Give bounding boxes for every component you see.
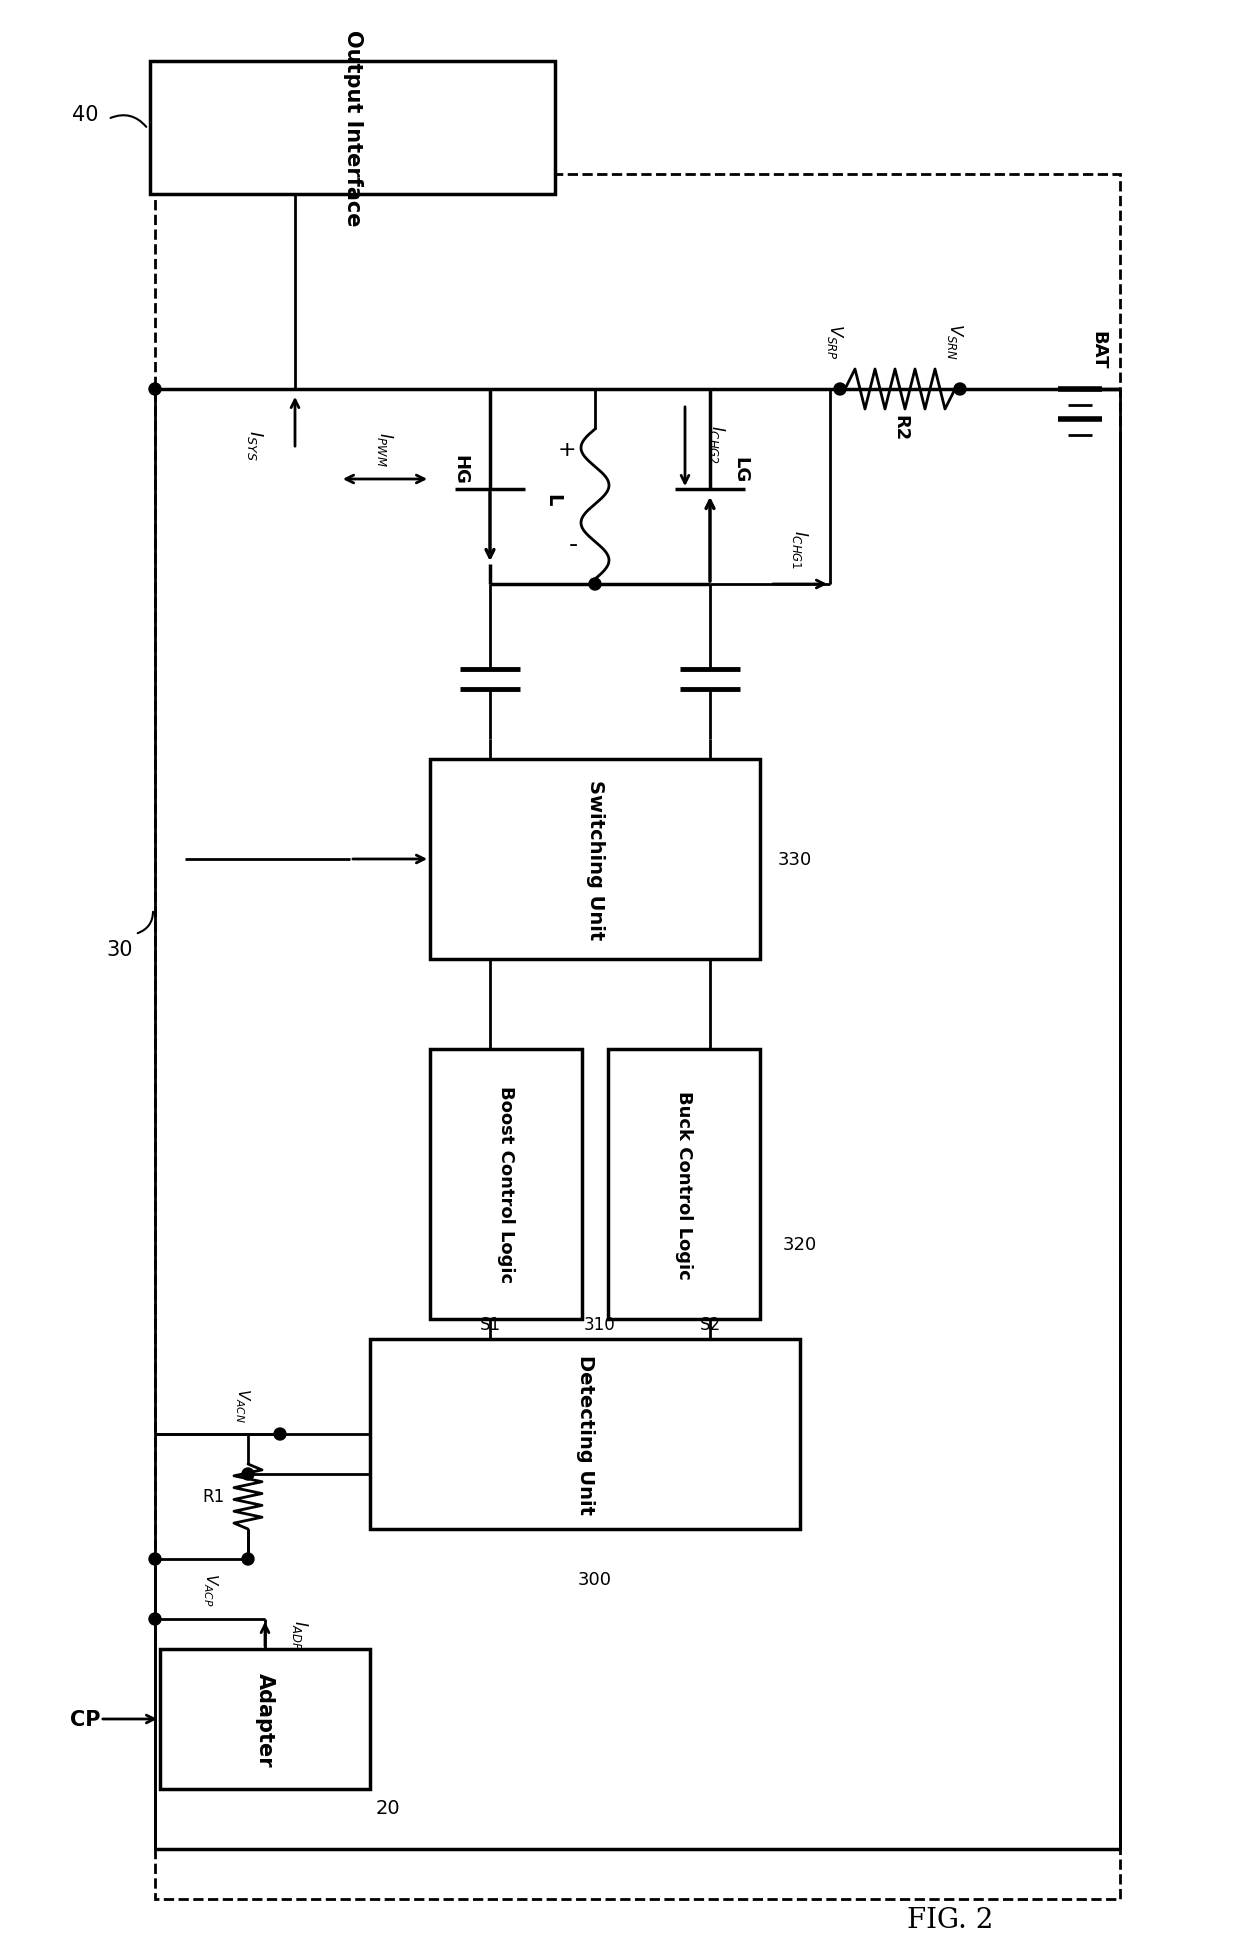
Circle shape [835, 383, 846, 395]
Bar [150, 63, 556, 196]
Text: +: + [558, 440, 577, 459]
Circle shape [589, 579, 601, 590]
Bar [430, 1050, 582, 1320]
Text: 40: 40 [72, 106, 98, 125]
Text: $I_{SYS}$: $I_{SYS}$ [246, 430, 265, 459]
Circle shape [242, 1552, 254, 1566]
Text: 330: 330 [777, 850, 812, 868]
Text: LG: LG [732, 457, 749, 483]
Text: $V_{ACP}$: $V_{ACP}$ [201, 1572, 219, 1605]
Bar [608, 1050, 760, 1320]
Text: 30: 30 [107, 940, 133, 960]
Text: CP: CP [69, 1709, 100, 1728]
Text: $I_{CHG2}$: $I_{CHG2}$ [707, 426, 727, 463]
Circle shape [149, 383, 161, 395]
Text: Boost Control Logic: Boost Control Logic [497, 1085, 515, 1282]
Text: 310: 310 [584, 1316, 616, 1333]
Text: 20: 20 [376, 1797, 401, 1816]
Bar [160, 1650, 370, 1789]
Text: Adapter: Adapter [255, 1672, 275, 1767]
Text: Detecting Unit: Detecting Unit [575, 1355, 594, 1515]
Text: -: - [568, 532, 578, 557]
Bar [155, 174, 1120, 1898]
Circle shape [954, 383, 966, 395]
Circle shape [149, 1552, 161, 1566]
Text: 300: 300 [578, 1570, 613, 1587]
Text: $V_{SRN}$: $V_{SRN}$ [945, 323, 965, 360]
Bar [370, 1339, 800, 1529]
Text: $V_{SRP}$: $V_{SRP}$ [825, 325, 844, 360]
Circle shape [149, 1613, 161, 1625]
Circle shape [274, 1429, 286, 1441]
Text: R1: R1 [202, 1488, 224, 1505]
Bar [430, 760, 760, 960]
Text: Buck Control Logic: Buck Control Logic [675, 1091, 693, 1279]
Text: FIG. 2: FIG. 2 [906, 1906, 993, 1932]
Text: S1: S1 [480, 1316, 501, 1333]
Text: $I_{ADP}$: $I_{ADP}$ [290, 1619, 310, 1650]
Text: R2: R2 [892, 414, 909, 442]
Text: BAT: BAT [1089, 330, 1107, 369]
Text: 320: 320 [782, 1236, 817, 1253]
Text: Switching Unit: Switching Unit [585, 780, 605, 940]
Text: $I_{CHG1}$: $I_{CHG1}$ [790, 530, 810, 569]
Circle shape [242, 1468, 254, 1480]
Text: HG: HG [451, 456, 469, 485]
Text: $V_{ACN}$: $V_{ACN}$ [233, 1386, 252, 1421]
Text: L: L [543, 493, 563, 506]
Text: Output Interface: Output Interface [342, 29, 362, 227]
Text: S2: S2 [699, 1316, 720, 1333]
Text: $I_{PWM}$: $I_{PWM}$ [374, 432, 396, 467]
